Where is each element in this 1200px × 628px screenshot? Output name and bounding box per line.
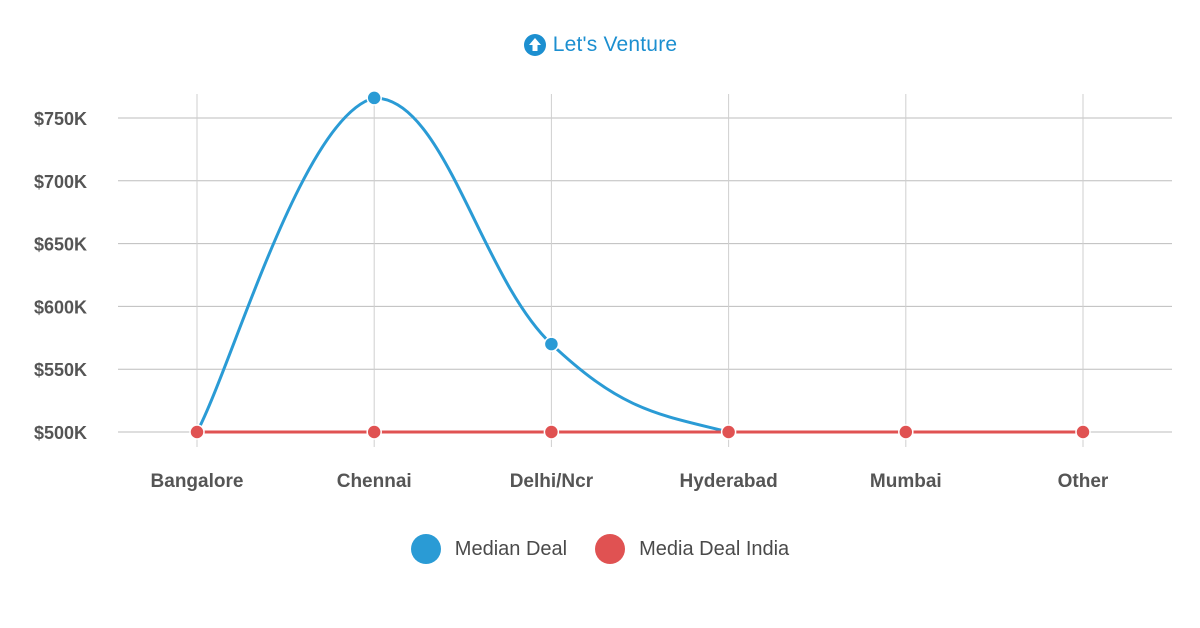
legend-marker-median-deal <box>410 534 441 564</box>
legend-item-median-deal[interactable]: Median Deal <box>410 534 568 564</box>
x-tick-label: Delhi/Ncr <box>510 471 594 492</box>
series-line-median-deal <box>195 96 1085 434</box>
legend-label-median-deal: Median Deal <box>454 537 568 560</box>
data-point-median-deal <box>366 90 382 106</box>
data-point-media-deal-india <box>189 424 205 440</box>
brand-logo: Let's Venture <box>0 33 1200 57</box>
legend-marker-media-deal-india <box>595 534 626 564</box>
x-tick-label: Chennai <box>337 471 412 492</box>
legend-label-media-deal-india: Media Deal India <box>639 537 790 560</box>
data-point-media-deal-india <box>1075 424 1091 440</box>
y-tick-label: $500K <box>34 423 87 443</box>
x-tick-label: Mumbai <box>870 471 942 492</box>
y-tick-label: $600K <box>34 297 87 317</box>
legend-item-media-deal-india[interactable]: Media Deal India <box>595 534 789 564</box>
y-tick-label: $750K <box>34 109 87 129</box>
data-point-media-deal-india <box>898 424 914 440</box>
data-point-media-deal-india <box>720 424 737 440</box>
x-tick-label: Hyderabad <box>679 471 777 492</box>
data-point-media-deal-india <box>543 424 560 440</box>
y-tick-label: $550K <box>34 360 87 380</box>
x-tick-label: Bangalore <box>151 471 244 492</box>
up-arrow-circle-icon <box>523 34 546 56</box>
data-point-median-deal <box>543 336 560 352</box>
y-tick-label: $650K <box>34 235 87 255</box>
y-tick-label: $700K <box>34 172 87 192</box>
brand-name: Let's Venture <box>552 33 678 56</box>
data-point-media-deal-india <box>366 424 382 440</box>
x-tick-label: Other <box>1058 471 1109 492</box>
chart-legend: Median Deal Media Deal India <box>0 534 1200 564</box>
